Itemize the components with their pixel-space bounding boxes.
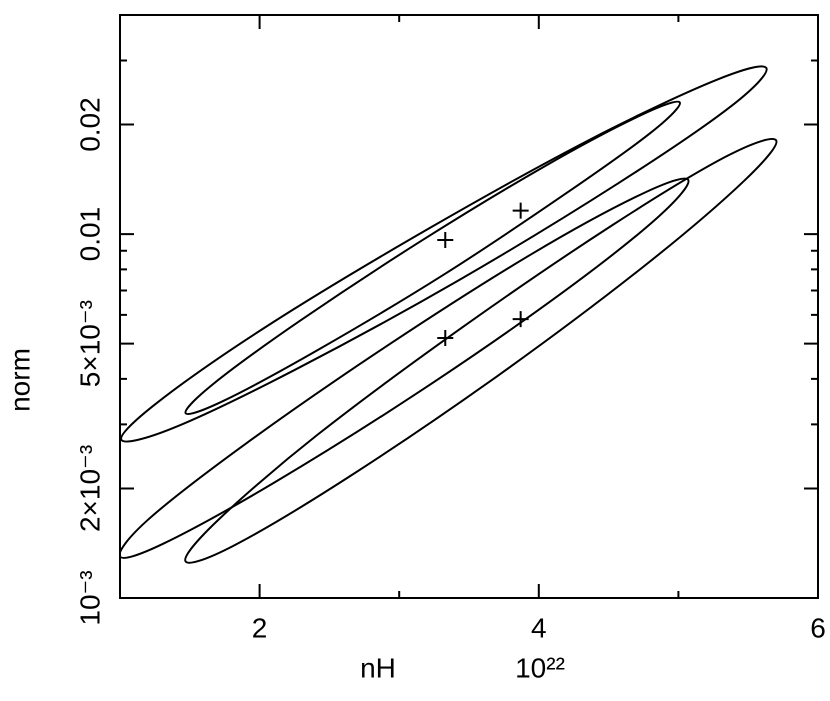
x-tick-label: 2	[252, 612, 268, 643]
plot-area	[120, 65, 778, 564]
best-fit-marker	[437, 330, 454, 347]
best-fit-marker	[512, 202, 529, 219]
x-tick-label: 6	[810, 612, 826, 643]
y-tick-label: 10⁻³	[74, 570, 105, 625]
x-axis-unit: 10²²	[515, 652, 565, 683]
y-tick-label: 5×10⁻³	[74, 300, 105, 387]
y-tick-label: 2×10⁻³	[74, 445, 105, 532]
contour	[184, 100, 681, 415]
best-fit-marker	[512, 311, 529, 328]
contour	[120, 65, 768, 443]
x-tick-label: 4	[531, 612, 547, 643]
plot-frame	[119, 14, 819, 599]
y-tick-label: 0.02	[74, 97, 105, 151]
x-axis-label: nH	[360, 652, 396, 683]
y-axis-label: norm	[4, 348, 35, 412]
best-fit-marker	[437, 232, 454, 249]
contour	[184, 138, 778, 564]
contour	[120, 177, 690, 559]
y-tick-label: 0.01	[74, 207, 105, 261]
